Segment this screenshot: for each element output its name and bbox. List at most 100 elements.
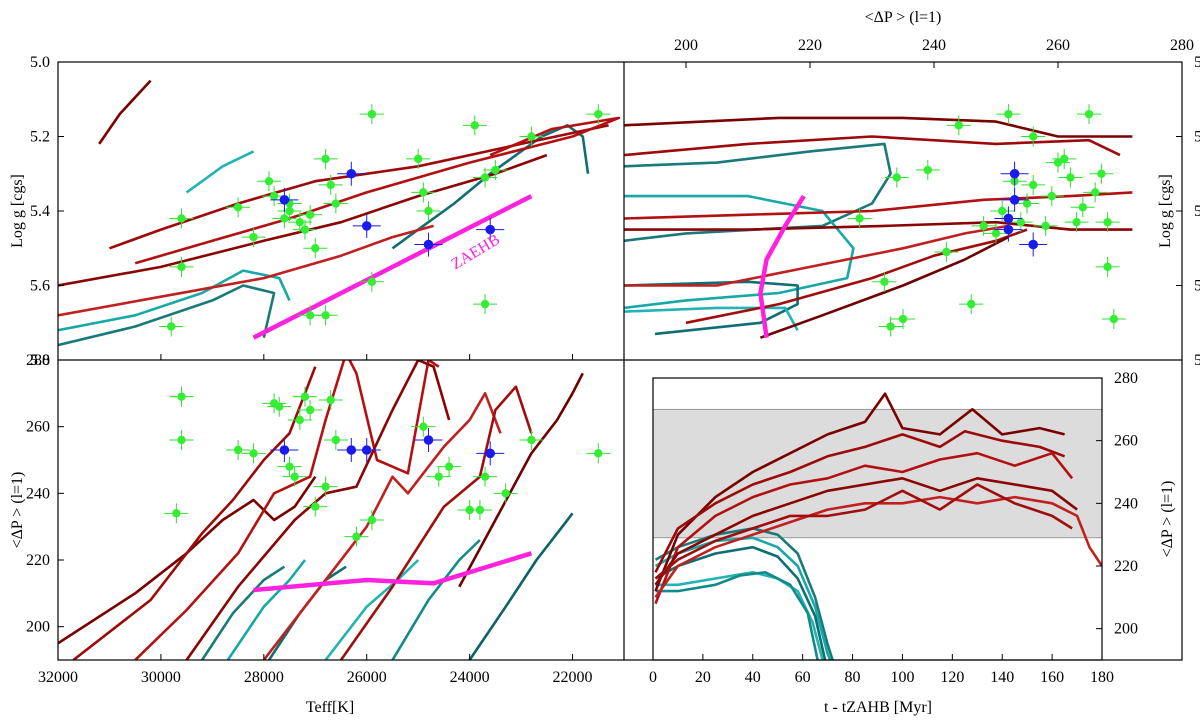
green-point-4 <box>249 449 258 458</box>
xtick-label: 120 <box>940 669 964 686</box>
xtick-label: 260 <box>1046 37 1070 54</box>
red-track-0 <box>654 392 1065 592</box>
green-point-8 <box>290 472 299 481</box>
blue-point-1 <box>346 168 357 179</box>
ytick-label: 200 <box>26 619 50 636</box>
panel-logg-vs-period-spacing <box>624 104 1133 339</box>
xtick-label: 200 <box>674 37 698 54</box>
ytick-label: 5.6 <box>1194 278 1200 295</box>
ytick-label: 240 <box>1114 495 1138 512</box>
green-point-25 <box>573 342 581 350</box>
green-point-8 <box>967 299 976 309</box>
green-point-2 <box>167 322 176 331</box>
teal-track-1 <box>654 536 832 660</box>
ytick-label: 5.4 <box>30 203 50 220</box>
panel-logg-vs-teff <box>58 79 621 347</box>
red-track-5 <box>654 483 1073 580</box>
red-track-2 <box>134 360 440 660</box>
red-track-1 <box>109 124 609 250</box>
green-point-16 <box>1029 180 1038 190</box>
green-point-12 <box>311 502 320 511</box>
green-point-26 <box>480 299 490 309</box>
time-panel-frame <box>652 377 1103 661</box>
teal-track-1 <box>624 194 855 310</box>
green-point-30 <box>1109 314 1119 324</box>
ytick-label: 220 <box>26 552 50 569</box>
green-point-18 <box>321 311 330 320</box>
ytick-label: 280 <box>26 352 50 369</box>
xtick-label: 60 <box>795 669 811 686</box>
green-point-1 <box>880 277 889 286</box>
green-point-18 <box>1041 221 1050 231</box>
green-point-9 <box>979 221 988 231</box>
green-point-5 <box>264 177 274 186</box>
green-point-11 <box>998 206 1007 216</box>
red-track-4 <box>262 392 502 660</box>
green-point-26 <box>1091 188 1100 197</box>
teal-track-0 <box>201 565 286 660</box>
green-point-10 <box>300 225 310 234</box>
ytick-label: 280 <box>1114 370 1138 387</box>
ytick-label: 5.8 <box>1194 352 1200 369</box>
ytick-label: 5.8 <box>30 352 50 369</box>
green-point-3 <box>233 203 243 212</box>
xtick-label: 240 <box>922 37 946 54</box>
green-point-28 <box>1103 217 1112 227</box>
red-track-0 <box>98 79 152 145</box>
teal-track-1 <box>226 559 307 660</box>
ylabel-period-spacing-right: <ΔP > (l=1) <box>1159 481 1176 558</box>
xlabel-time: t - tZAHB [Myr] <box>824 699 932 716</box>
green-point-12 <box>311 244 320 253</box>
green-point-23 <box>501 489 510 498</box>
teal-track-3 <box>324 559 420 660</box>
green-point-15 <box>352 532 361 541</box>
green-point-3 <box>892 173 901 182</box>
zaehb-line <box>758 194 806 339</box>
green-point-29 <box>424 206 433 216</box>
green-point-20 <box>1053 158 1063 167</box>
green-point-11 <box>305 405 315 415</box>
blue-point-2 <box>1009 168 1020 179</box>
green-point-7 <box>280 214 289 223</box>
green-point-12 <box>1004 109 1013 119</box>
green-point-19 <box>367 109 377 119</box>
panel-period-spacing-vs-time <box>653 392 1102 660</box>
red-track-6 <box>759 235 1009 339</box>
xtick-label: 22000 <box>553 669 593 686</box>
green-point-4 <box>249 232 258 242</box>
green-point-9 <box>295 217 305 227</box>
green-point-19 <box>444 462 454 471</box>
teal-track-3 <box>624 306 799 331</box>
blue-point-1 <box>1009 195 1020 205</box>
green-point-16 <box>285 206 294 216</box>
ytick-label: 260 <box>26 419 50 436</box>
green-point-29 <box>1103 262 1112 272</box>
blue-point-4 <box>485 224 496 235</box>
green-point-14 <box>1016 217 1025 227</box>
zaehb-annotation: ZAEHB <box>448 231 502 273</box>
panel-period-spacing-vs-teff <box>58 342 611 660</box>
green-point-7 <box>285 462 294 471</box>
green-point-27 <box>1097 169 1106 178</box>
green-point-1 <box>177 435 186 445</box>
green-point-21 <box>419 188 428 197</box>
green-point-16 <box>367 515 377 525</box>
red-track-1 <box>624 135 1121 157</box>
green-point-0 <box>177 392 186 401</box>
green-point-14 <box>326 180 335 190</box>
green-point-4 <box>898 314 908 324</box>
red-track-2 <box>134 116 621 265</box>
green-point-21 <box>1060 154 1069 164</box>
teal-track-0 <box>654 527 834 660</box>
green-point-26 <box>594 449 603 458</box>
ytick-label: 5.4 <box>1194 203 1200 220</box>
ytick-label: 5.2 <box>1194 129 1200 146</box>
green-point-7 <box>954 121 963 130</box>
zaehb-line <box>253 551 533 593</box>
blue-point-2 <box>361 445 372 455</box>
green-point-10 <box>300 392 310 401</box>
blue-point-2 <box>361 221 372 231</box>
red-track-6 <box>458 372 584 588</box>
green-point-22 <box>367 277 377 286</box>
